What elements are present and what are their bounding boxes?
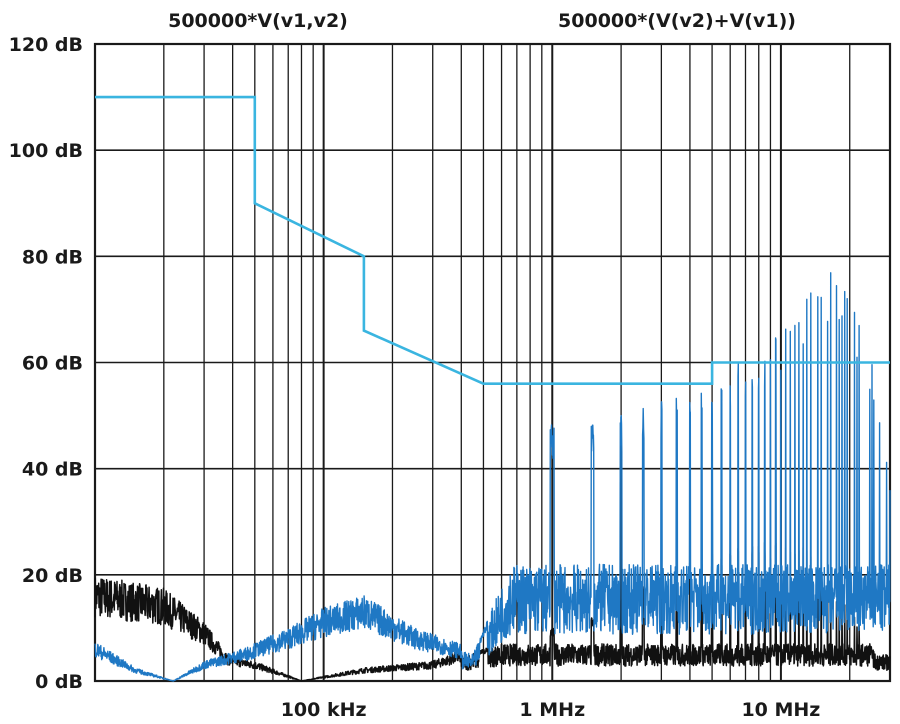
x-axis-labels: 100 kHz 1 MHz 10 MHz: [281, 699, 821, 721]
x-tick-label: 100 kHz: [281, 699, 367, 721]
series-line-2: [94, 272, 891, 682]
plot-area: [94, 95, 891, 682]
x-tick-label: 10 MHz: [741, 699, 820, 721]
x-tick-label: 1 MHz: [519, 699, 585, 721]
y-tick-label: 120 dB: [9, 34, 83, 56]
y-axis-labels: 0 dB 20 dB 40 dB 60 dB 80 dB 100 dB 120 dB: [9, 34, 83, 693]
chart-title-common-mode: 500000*(V(v2)+V(v1)): [558, 10, 796, 32]
y-tick-label: 100 dB: [9, 140, 83, 162]
chart-title-differential: 500000*V(v1,v2): [168, 10, 348, 32]
y-tick-label: 40 dB: [22, 459, 83, 481]
limit-line: [95, 95, 890, 386]
y-tick-label: 60 dB: [22, 353, 83, 375]
y-tick-label: 80 dB: [22, 246, 83, 268]
y-tick-label: 20 dB: [22, 565, 83, 587]
y-tick-label: 0 dB: [35, 671, 83, 693]
